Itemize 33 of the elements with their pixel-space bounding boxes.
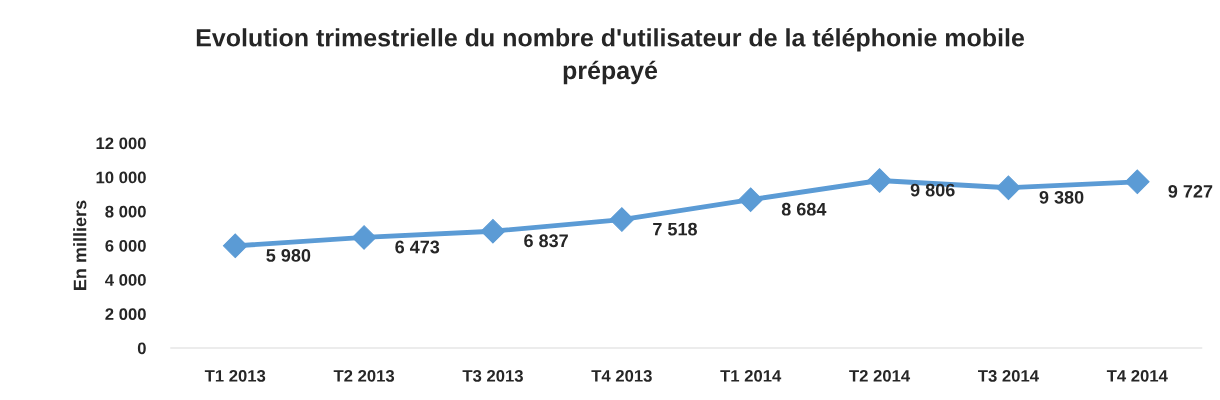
point [222, 233, 248, 259]
point [738, 187, 763, 212]
x-tick-label: T3 2013 [462, 369, 523, 382]
x-tick-label: T4 2014 [1106, 369, 1168, 382]
x-tick-label: T2 2013 [333, 369, 395, 382]
data-label: 6 837 [524, 234, 568, 248]
y-tick-label: 4 000 [105, 274, 146, 286]
data-label: 8 684 [781, 202, 827, 216]
y-tick-label: 8 000 [105, 205, 146, 218]
data-label: 9 806 [910, 183, 955, 197]
y-tick-label: 0 [137, 342, 146, 355]
x-tick-label: T4 2013 [591, 369, 652, 382]
point [351, 225, 377, 250]
point [1124, 169, 1150, 195]
data-label: 9 727 [1168, 185, 1213, 198]
data-label: 7 518 [653, 222, 697, 236]
y-tick-label: 2 000 [105, 308, 146, 321]
y-tick-label: 12 000 [96, 137, 146, 150]
y-axis-title: En milliers [73, 200, 87, 290]
data-label: 6 473 [395, 240, 440, 254]
y-tick-label: 10 000 [96, 171, 146, 184]
x-tick-label: T1 2013 [204, 369, 266, 382]
x-tick-label: T1 2014 [720, 369, 782, 382]
x-tick-label: T2 2014 [849, 369, 911, 382]
y-tick-label: 6 000 [105, 239, 146, 252]
data-label: 5 980 [266, 249, 311, 262]
chart-title: Evolution trimestrielle du nombre d'utilisateur de la téléphonie mobile prépayé [196, 28, 1025, 85]
x-tick-label: T3 2014 [978, 369, 1039, 382]
data-label: 9 380 [1039, 190, 1084, 204]
point [609, 207, 635, 232]
point [480, 218, 506, 244]
point [996, 175, 1021, 201]
point [867, 168, 892, 193]
